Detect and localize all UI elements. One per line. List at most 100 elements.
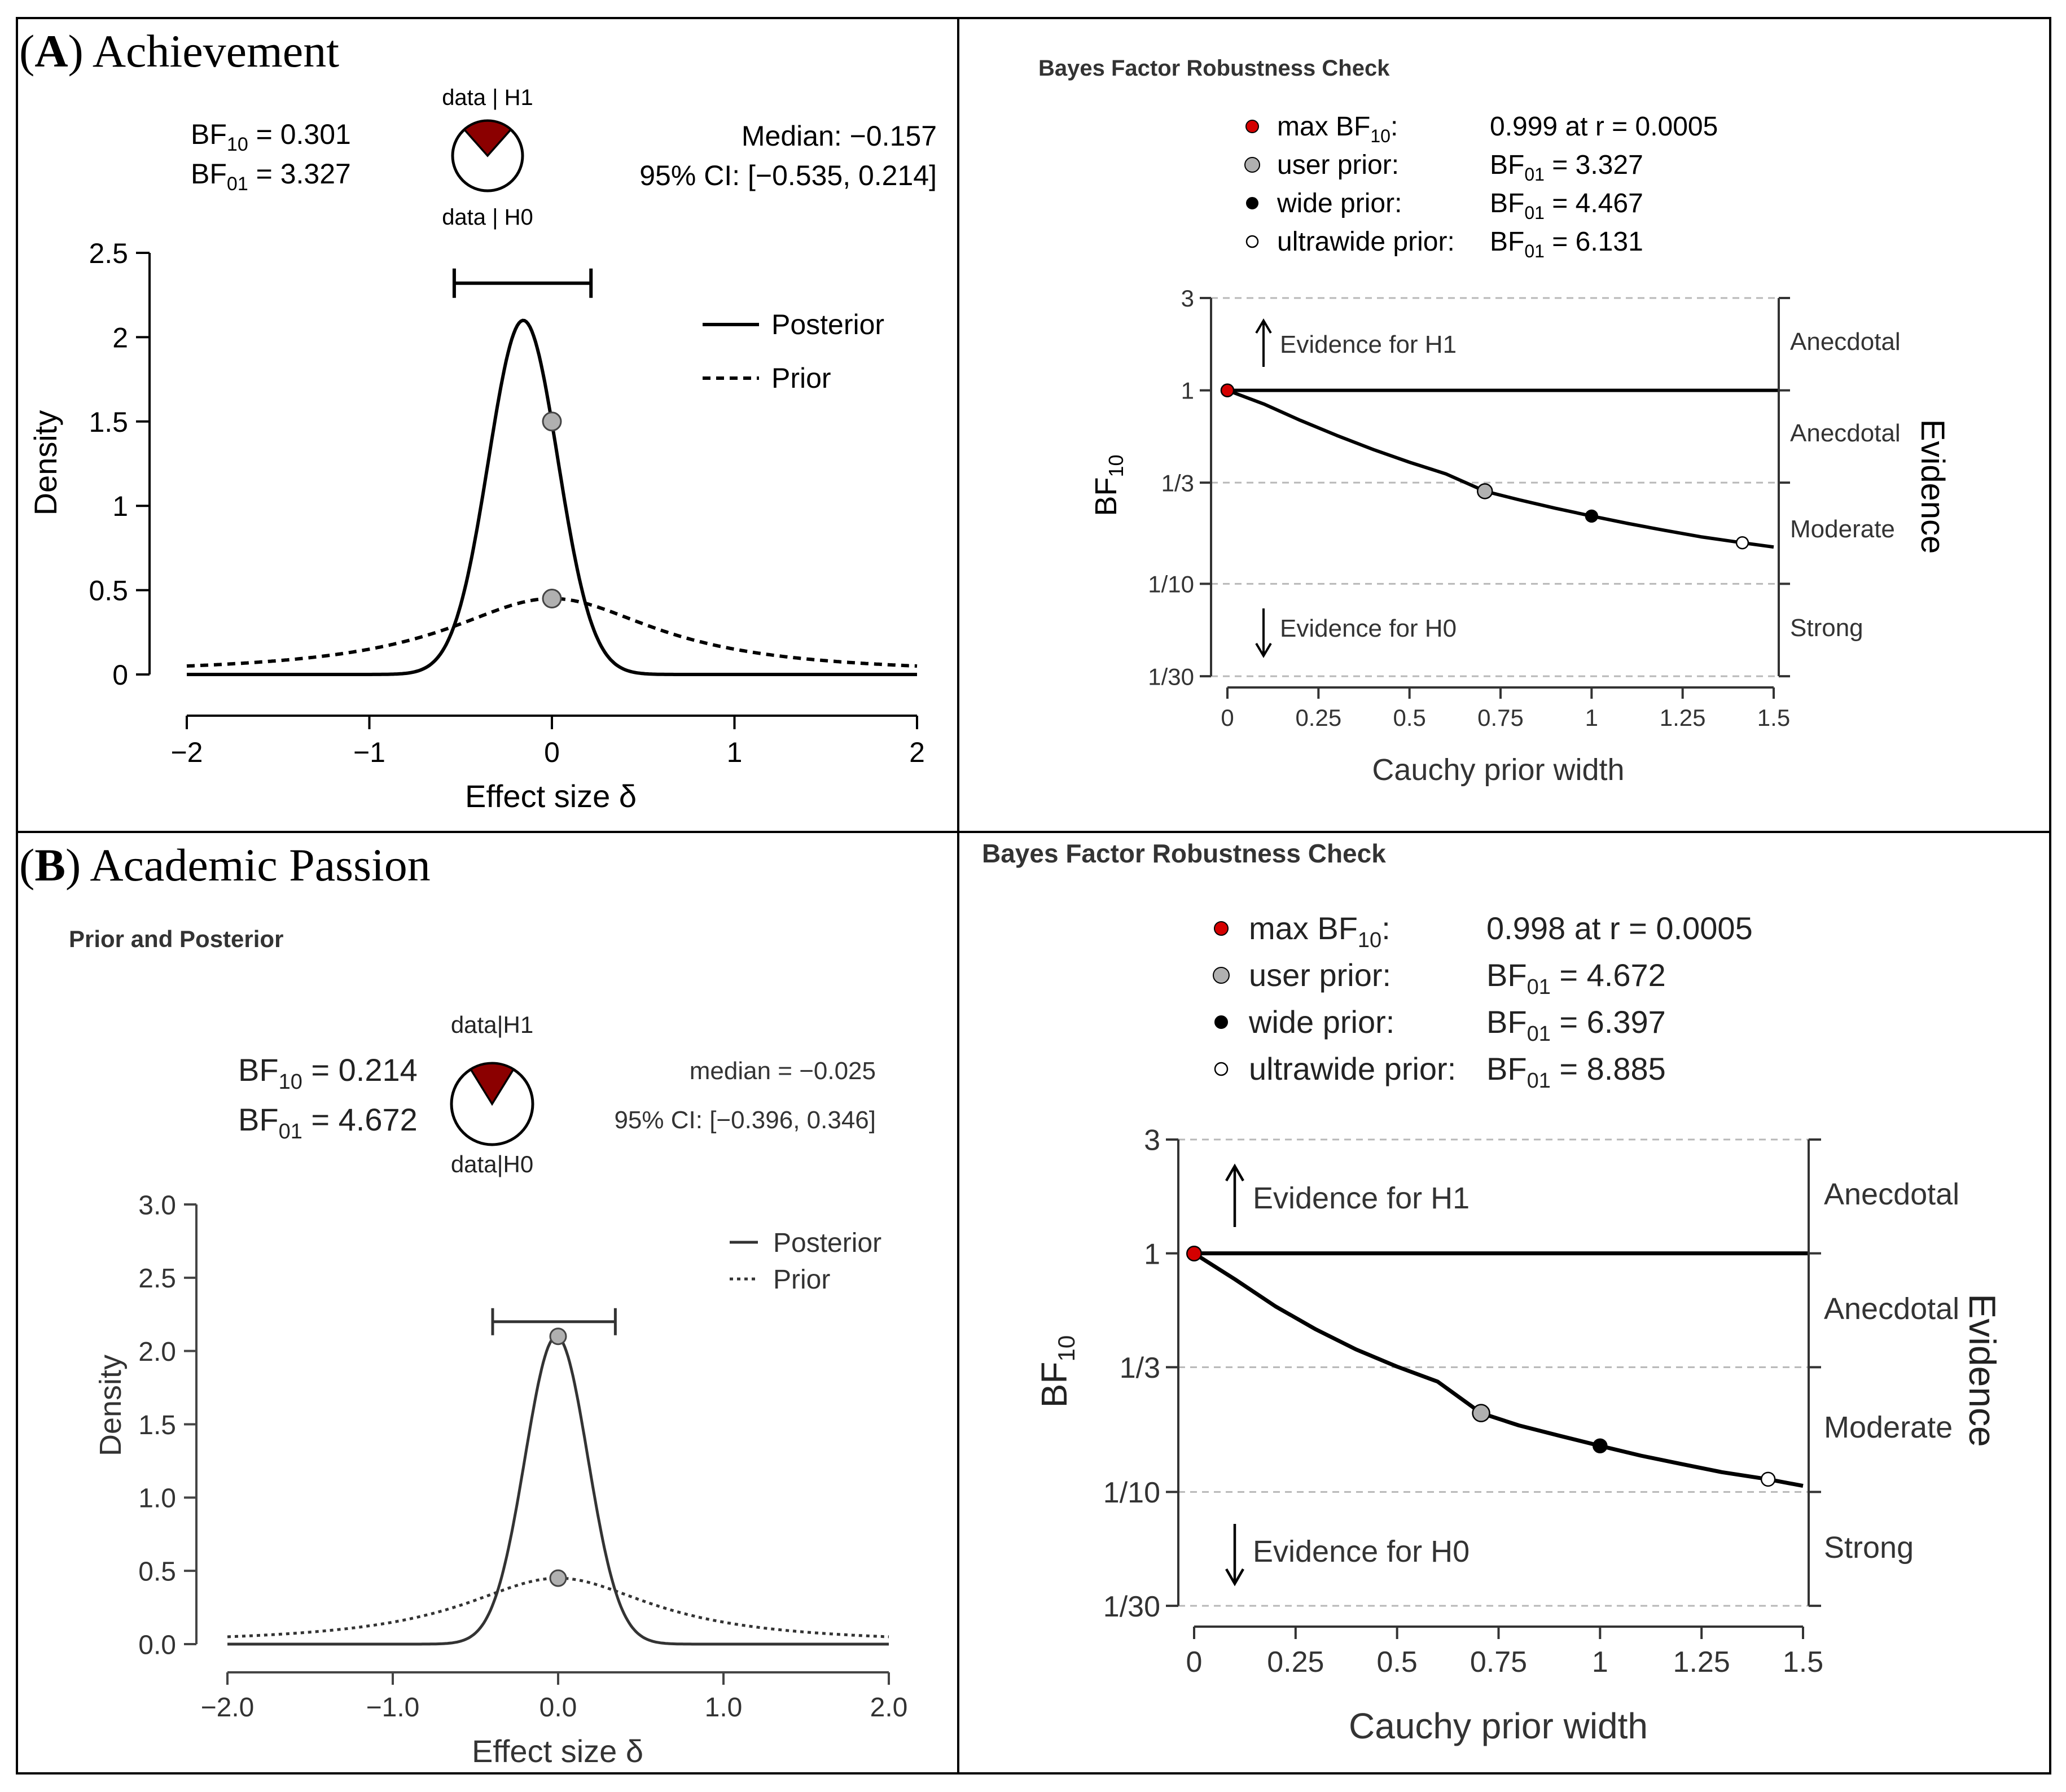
panel-b-title: (B) Academic Passion: [19, 839, 431, 891]
arrow-up-icon: [1225, 1163, 1244, 1227]
legend: Posterior Prior: [703, 309, 884, 394]
legend-user-prior-label: user prior:: [1277, 150, 1399, 180]
y-tick-label: 3.0: [138, 1190, 176, 1220]
y-tick-label: 1: [1181, 378, 1194, 404]
x-tick-label: −1.0: [366, 1693, 420, 1723]
y-tick-label: 0.5: [89, 575, 128, 607]
density-point: [549, 1569, 567, 1587]
ultrawide-prior-point: [1760, 1471, 1776, 1487]
x-tick-label: 0.5: [1377, 1646, 1418, 1679]
plot-area: 3 1 1/3 1/10 1/30 0 0.25 0.5 0.75 1 1.25 1.5: [1103, 1124, 1823, 1679]
pie-label-h1: data|H1: [451, 1011, 533, 1038]
bf01-label: BF01 = 4.672: [238, 1102, 418, 1143]
category-1: Anecdotal: [1824, 1177, 1959, 1211]
legend-wide-prior-label: wide prior:: [1277, 189, 1402, 218]
category-2: Anecdotal: [1790, 419, 1901, 447]
plot-area: 3 1 1/3 1/10 1/30 0 0.25 0.5 0.75 1 1.25 1.5: [1148, 285, 1790, 731]
pie-label-h0: data | H0: [442, 205, 533, 230]
panel-a-robustness: Bayes Factor Robustness Check max BF10: …: [1038, 56, 1951, 787]
x-tick-label: −1: [353, 737, 385, 768]
evidence-h0-label: Evidence for H0: [1253, 1535, 1470, 1568]
legend-user-prior-value: BF01 = 4.672: [1486, 957, 1666, 999]
pp-header: Prior and Posterior: [69, 926, 283, 952]
wide-prior-marker: [1214, 1015, 1228, 1029]
density-point: [549, 1327, 567, 1346]
y-tick-label: 1: [1144, 1238, 1160, 1270]
y-axis-label: BF10: [1034, 1335, 1080, 1408]
x-tick-label: 2: [909, 737, 925, 768]
ci-label: 95% CI: [−0.535, 0.214]: [639, 160, 937, 191]
category-2: Anecdotal: [1824, 1292, 1959, 1326]
median-label: Median: −0.157: [742, 120, 937, 152]
y-axis-label: BF10: [1089, 454, 1128, 516]
category-3: Moderate: [1824, 1410, 1953, 1444]
x-tick-label: 1.5: [1757, 704, 1790, 731]
user-prior-point: [1472, 1404, 1490, 1422]
x-tick-label: 1.25: [1660, 704, 1706, 731]
legend-ultrawide-prior-label: ultrawide prior:: [1249, 1051, 1456, 1086]
y-tick-label: 3: [1144, 1124, 1160, 1157]
legend: Posterior Prior: [730, 1228, 881, 1295]
ultrawide-prior-point: [1735, 536, 1749, 550]
max-bf-marker: [1245, 120, 1259, 133]
evidence-h1-label: Evidence for H1: [1280, 331, 1457, 358]
pie-h1-slice: [469, 1062, 515, 1106]
legend-ultrawide-prior-value: BF01 = 6.131: [1490, 227, 1643, 261]
y-tick-label: 2.5: [138, 1264, 176, 1294]
x-tick-label: 1: [727, 737, 743, 768]
pie-label-h0: data|H0: [451, 1151, 533, 1177]
max-bf-marker: [1214, 921, 1229, 936]
y-tick-label: 1: [112, 490, 128, 522]
user-prior-marker: [1244, 157, 1260, 173]
x-tick-label: 1.0: [705, 1693, 743, 1723]
y-tick-label: 2.5: [89, 238, 128, 269]
y-tick-label: 1/3: [1120, 1352, 1160, 1384]
x-tick-label: 0.75: [1470, 1646, 1527, 1679]
legend-prior: Prior: [773, 1265, 830, 1295]
bf10-label: BF10 = 0.214: [238, 1052, 418, 1094]
evidence-h0-label: Evidence for H0: [1280, 615, 1457, 642]
y-axis-label: Density: [28, 410, 63, 516]
x-tick-label: 1.5: [1783, 1646, 1823, 1679]
x-axis-label: Cauchy prior width: [1372, 753, 1624, 787]
robustness-legend: max BF10: 0.998 at r = 0.0005 user prior…: [1213, 910, 1753, 1093]
prior-curve: [186, 597, 918, 668]
median-label: median = −0.025: [690, 1057, 876, 1085]
bf-curve: [1226, 388, 1774, 549]
density-point: [542, 589, 562, 609]
y-tick-label: 1.5: [89, 406, 128, 438]
arrow-up-icon: [1255, 318, 1272, 367]
density-point: [542, 411, 562, 432]
pie-h1-slice: [463, 120, 512, 157]
y-tick-label: 0.0: [138, 1630, 176, 1660]
evidence-axis-label: Evidence: [1914, 419, 1951, 554]
category-4: Strong: [1824, 1531, 1914, 1565]
legend-posterior: Posterior: [771, 309, 884, 340]
x-tick-label: 0.25: [1267, 1646, 1324, 1679]
y-tick-label: 0.5: [138, 1557, 176, 1587]
max-bf10-point: [1186, 1246, 1202, 1262]
x-tick-label: 0.25: [1295, 704, 1341, 731]
x-tick-label: 0: [544, 737, 560, 768]
arrow-down-icon: [1255, 608, 1272, 658]
panel-a-title: (A) Achievement: [19, 25, 339, 77]
legend-ultrawide-prior-value: BF01 = 8.885: [1486, 1051, 1666, 1093]
panel-a-prior-posterior: BF10 = 0.301 BF01 = 3.327 data | H1 data…: [28, 85, 937, 814]
arrow-down-icon: [1225, 1524, 1244, 1587]
y-tick-label: 1.5: [138, 1410, 176, 1440]
legend-wide-prior-value: BF01 = 4.467: [1490, 189, 1643, 223]
user-prior-marker: [1213, 967, 1230, 984]
category-3: Moderate: [1790, 515, 1895, 543]
legend-wide-prior-value: BF01 = 6.397: [1486, 1004, 1666, 1046]
ci-label: 95% CI: [−0.396, 0.346]: [614, 1106, 876, 1134]
legend-posterior: Posterior: [773, 1228, 881, 1258]
legend-max-bf-label: max BF10:: [1249, 910, 1391, 952]
ultrawide-prior-marker: [1214, 1062, 1229, 1076]
x-tick-label: 2.0: [870, 1693, 908, 1723]
ultrawide-prior-marker: [1245, 235, 1259, 248]
bf10-label: BF10 = 0.301: [191, 119, 351, 155]
wide-prior-point: [1585, 509, 1598, 523]
y-tick-label: 1/10: [1103, 1476, 1160, 1509]
x-tick-label: 0.75: [1477, 704, 1524, 731]
